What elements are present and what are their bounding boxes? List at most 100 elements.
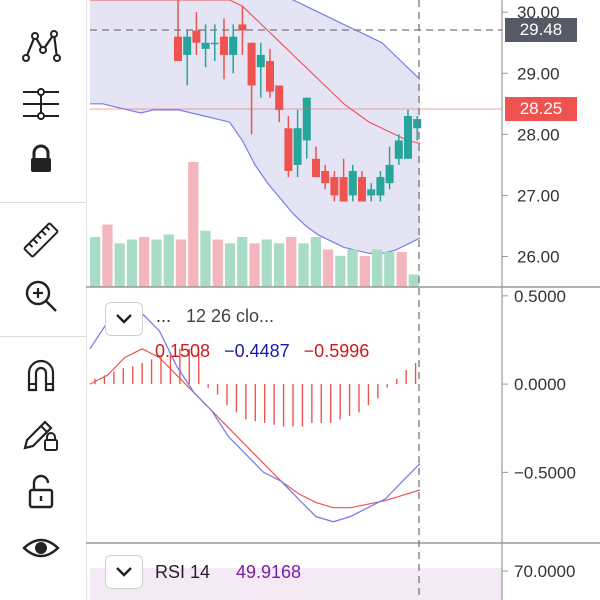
volume-bar [261,239,272,287]
candle-body [192,30,201,43]
volume-bar [114,243,125,288]
volume-bar [224,243,236,288]
signal-line [89,348,421,509]
macd-values: 0.1508 −0.4487 −0.5996 [155,341,378,362]
macd-params: 12 26 clo... [186,306,275,326]
rsi-axis: 70.0000 [502,562,575,581]
zoom-in-icon [25,280,57,312]
measure-tool-button[interactable] [18,220,64,260]
candle-body [256,54,265,68]
volume-bar [212,239,223,287]
bollinger-upper [291,0,421,80]
volume-bar [175,239,187,287]
volume-bar [286,237,297,287]
volume-bar [151,239,162,287]
macd-tick-label: 0.0000 [514,375,566,394]
fib-tool-button[interactable] [18,84,64,124]
price-tick-label: 30.00 [517,3,560,22]
macd-histogram [94,348,417,427]
macd-tick-label: 0.5000 [514,287,566,306]
magnet-tool-button[interactable] [18,356,64,396]
rsi-value: 49.9168 [236,562,302,582]
price-tick-label: 29.00 [517,64,560,83]
candle-body [358,177,366,202]
macd-lines [89,312,421,523]
macd-line-value: −0.4487 [224,341,290,361]
rsi-title: RSI 14 [155,562,211,582]
pattern-icon [22,30,61,62]
drawing-toolbar [0,0,87,600]
candle-body [367,189,376,196]
volume-bar [139,237,150,287]
volume-bar [359,255,370,288]
volume-bar [322,249,334,287]
candle-body [376,177,385,196]
candle-body [247,42,256,86]
volume-bar [249,243,260,288]
volume-bar [298,243,309,288]
candle-body [302,97,311,141]
candle-body [339,177,348,202]
candle-body [210,42,219,45]
volume-bar [335,255,346,288]
candle-body [394,140,403,159]
candle-body [183,36,192,55]
candle-body [321,170,330,184]
volume-bar [90,237,101,287]
rsi-band [90,568,502,600]
unlock-tool-button[interactable] [18,472,64,512]
volume-bar [163,234,174,287]
toolbar-separator [0,336,86,337]
volume-bar [126,239,138,287]
candle-body [293,128,302,165]
bollinger-basis [90,0,421,145]
volume-bar [372,249,383,287]
rsi-collapse-button[interactable] [105,555,143,589]
macd-line [89,312,421,523]
macd-collapse-button[interactable] [105,302,143,336]
bollinger-lower [90,103,421,254]
candle-body [266,61,274,92]
visibility-tool-button[interactable] [18,528,64,568]
candle-body [284,128,293,171]
draw-lock-tool-button[interactable] [18,414,64,454]
zoom-tool-button[interactable] [18,276,64,316]
fib-tool-icon [23,88,59,120]
candle-body [220,36,228,55]
pattern-tool-button[interactable] [18,26,64,66]
chevron-down-icon [116,567,132,577]
candle-body [312,158,320,178]
lock-icon [31,144,51,172]
lock-tool-button[interactable] [18,140,64,180]
volume-bar [273,243,285,288]
unlock-icon [28,474,54,509]
candle-body [330,177,339,196]
eye-icon [22,538,60,558]
macd-tick-label: −0.5000 [514,463,576,482]
candle-body [348,170,357,196]
last-price-label: 28.25 [505,97,577,121]
rsi-tick-label: 70.0000 [514,562,575,581]
volume-bar [200,230,211,288]
candle-body [201,42,210,49]
macd-axis: 0.5000 0.0000 −0.5000 [502,287,576,482]
candle-body [385,164,394,184]
volume-bar [396,252,407,287]
ruler-icon [23,222,59,258]
toolbar-separator [0,202,86,203]
crosshair-price-label: 29.48 [505,18,577,42]
candle-body [404,116,412,159]
macd-signal-value: −0.5996 [303,341,370,361]
macd-more-menu[interactable]: ... [156,306,172,326]
price-tick-label: 26.00 [517,247,560,266]
price-tick-label: 28.00 [517,125,560,144]
volume-bar [237,237,248,287]
volume-bar [408,274,419,287]
candle-body [174,36,182,62]
candle-body [229,36,238,55]
chevron-down-icon [116,314,132,324]
pencil-lock-icon [23,420,58,451]
bollinger-bands [90,0,421,254]
volume-bar [384,252,395,287]
